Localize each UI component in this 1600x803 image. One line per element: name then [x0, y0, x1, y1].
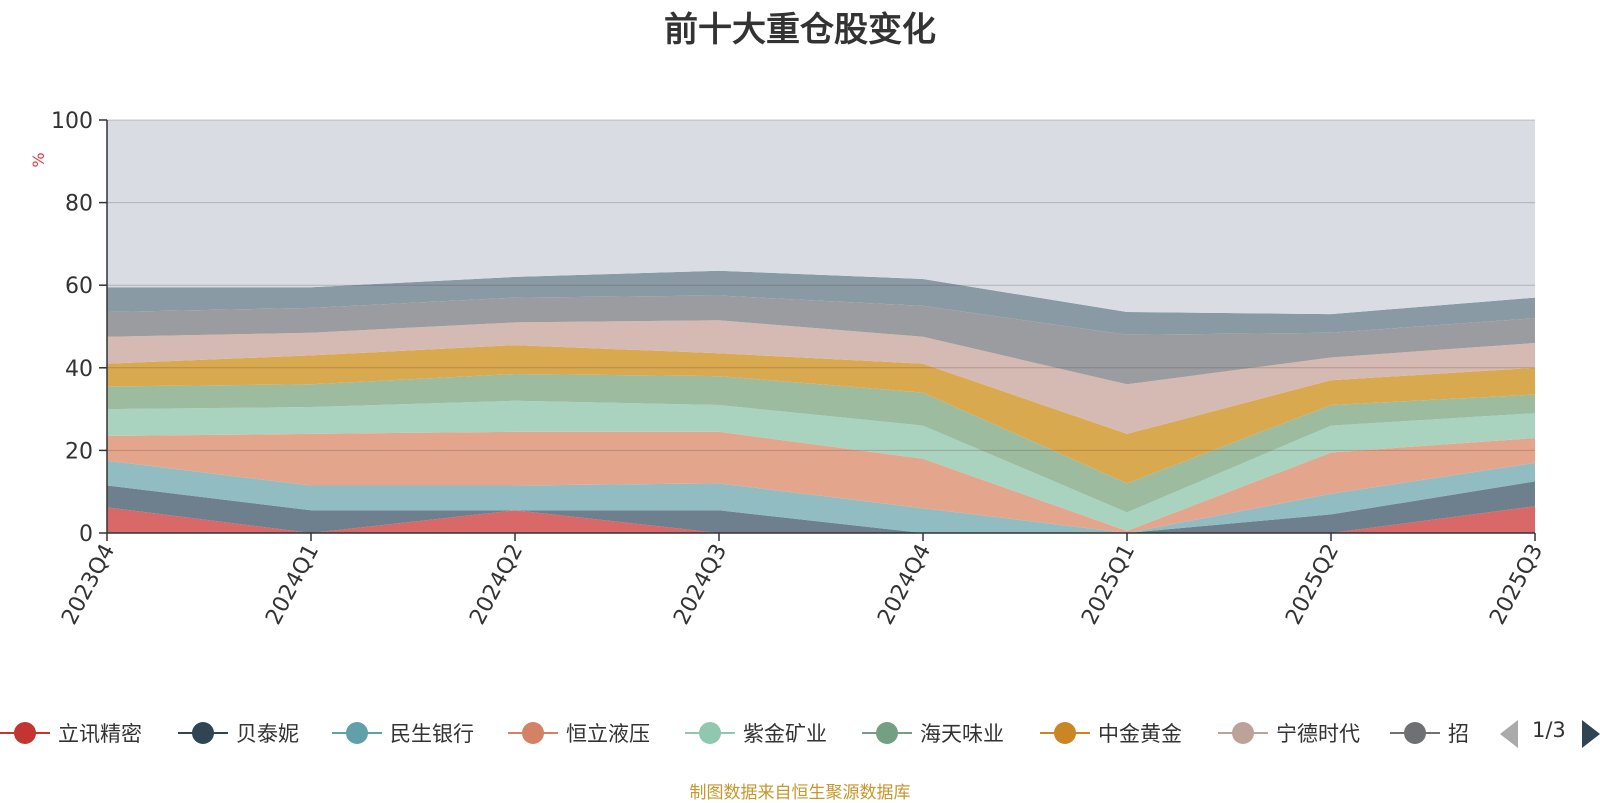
y-axis-label: % — [29, 152, 48, 167]
legend-swatch-icon — [332, 715, 382, 751]
area-bands — [107, 120, 1535, 533]
y-tick-label: 60 — [65, 274, 93, 299]
axes — [106, 120, 1535, 534]
area-band — [107, 345, 1535, 484]
legend-label: 中金黄金 — [1098, 722, 1182, 746]
data-source-note: 制图数据来自恒生聚源数据库 — [689, 783, 911, 803]
area-band — [107, 295, 1535, 385]
x-tick-label: 2024Q2 — [465, 540, 528, 629]
legend-item[interactable]: 恒立液压 — [508, 715, 650, 751]
y-tick-labels: 0 20 40 60 80 100 — [51, 109, 107, 547]
x-tick-labels: 2023Q4 2024Q1 2024Q2 2024Q3 2024Q4 2025Q1 2025… — [57, 533, 1548, 629]
pager-prev-icon[interactable] — [1500, 720, 1518, 748]
legend-page-indicator: 1/3 — [1532, 718, 1566, 742]
x-tick-label: 2025Q1 — [1077, 540, 1140, 629]
legend-label: 立讯精密 — [58, 722, 142, 746]
area-band — [107, 481, 1535, 533]
y-tick-label: 80 — [65, 192, 93, 217]
x-tick-label: 2023Q4 — [57, 540, 120, 629]
area-band — [107, 400, 1535, 531]
legend-label: 宁德时代 — [1276, 722, 1360, 746]
legend-swatch-icon — [685, 715, 735, 751]
legend-swatch-icon — [1040, 715, 1090, 751]
legend-item[interactable]: 中金黄金 — [1040, 715, 1182, 751]
legend-label: 招 — [1448, 722, 1469, 746]
area-band — [107, 270, 1535, 335]
legend-swatch-icon — [1390, 715, 1440, 751]
area-band — [107, 431, 1535, 533]
pager-next-icon[interactable] — [1582, 720, 1600, 748]
area-band — [107, 506, 1535, 533]
legend-item[interactable]: 贝泰妮 — [178, 715, 299, 751]
legend-item[interactable]: 立讯精密 — [0, 715, 142, 751]
legend-pager: 1/3 — [1500, 716, 1600, 752]
grid-lines — [107, 119, 1535, 451]
legend: 立讯精密 贝泰妮 民生银行 恒立液压 紫金矿业 海天味业 中金黄金 宁德时代 招 — [0, 715, 1485, 751]
legend-label: 民生银行 — [390, 722, 474, 746]
y-tick-label: 20 — [65, 439, 93, 464]
area-band — [107, 120, 1535, 315]
x-tick-label: 2024Q1 — [261, 540, 324, 629]
legend-item[interactable]: 招 — [1390, 715, 1469, 751]
legend-label: 恒立液压 — [566, 722, 650, 746]
legend-swatch-icon — [862, 715, 912, 751]
legend-item[interactable]: 宁德时代 — [1218, 715, 1360, 751]
legend-label: 紫金矿业 — [743, 722, 827, 746]
legend-label: 海天味业 — [920, 722, 1004, 746]
x-tick-label: 2024Q4 — [873, 540, 936, 629]
x-tick-label: 2025Q3 — [1485, 540, 1548, 629]
legend-item[interactable]: 民生银行 — [332, 715, 474, 751]
legend-label: 贝泰妮 — [236, 722, 299, 746]
chart-title: 前十大重仓股变化 — [664, 10, 936, 50]
x-tick-label: 2025Q2 — [1281, 540, 1344, 629]
legend-swatch-icon — [1218, 715, 1268, 751]
y-tick-label: 100 — [51, 109, 93, 134]
y-tick-label: 40 — [65, 357, 93, 382]
legend-swatch-icon — [0, 715, 50, 751]
x-tick-label: 2024Q3 — [669, 540, 732, 629]
y-tick-label: 0 — [79, 522, 93, 547]
area-band — [107, 374, 1535, 513]
legend-swatch-icon — [178, 715, 228, 751]
legend-swatch-icon — [508, 715, 558, 751]
area-band — [107, 460, 1535, 533]
area-band — [107, 320, 1535, 434]
legend-item[interactable]: 紫金矿业 — [685, 715, 827, 751]
legend-item[interactable]: 海天味业 — [862, 715, 1004, 751]
